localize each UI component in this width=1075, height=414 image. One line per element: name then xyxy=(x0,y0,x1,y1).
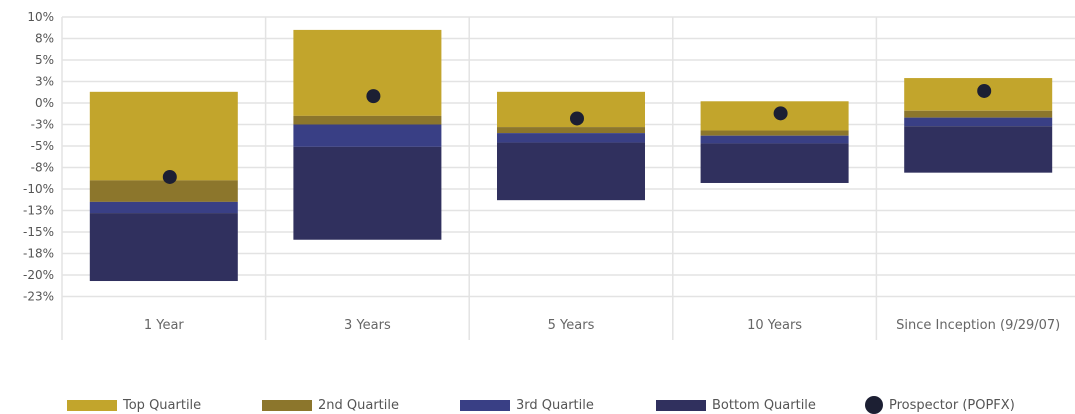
legend-item-top-quartile: Top Quartile xyxy=(67,396,201,414)
legend-item-bottom-quartile: Bottom Quartile xyxy=(656,396,816,414)
bar-top-quartile xyxy=(89,91,238,181)
y-tick-label: -3% xyxy=(31,118,54,132)
legend-swatch-top-quartile xyxy=(67,399,117,411)
legend-label: 3rd Quartile xyxy=(516,397,594,413)
x-category-label: 10 Years xyxy=(747,318,802,333)
x-category-label: 1 Year xyxy=(144,318,185,333)
legend-item-2nd-quartile: 2nd Quartile xyxy=(262,396,399,414)
bar-bottom-quartile xyxy=(89,213,238,282)
y-tick-label: -15% xyxy=(23,225,54,239)
bar-bottom-quartile xyxy=(700,143,849,183)
x-category-label: 3 Years xyxy=(344,318,391,333)
bar-3rd-quartile xyxy=(89,201,238,214)
y-tick-label: -10% xyxy=(23,182,54,196)
legend-label: 2nd Quartile xyxy=(318,397,399,413)
bar-bottom-quartile xyxy=(293,146,442,240)
bar-3rd-quartile xyxy=(700,135,849,144)
legend-label: Bottom Quartile xyxy=(712,397,816,413)
quartile-chart: 10% 8% 5% 3% 0% -3% -5% -8% -10% -13% -15% -18% -20%… xyxy=(23,10,1075,340)
y-tick-label: 5% xyxy=(35,53,54,67)
bar-2nd-quartile xyxy=(904,110,1053,118)
y-tick-label: -23% xyxy=(23,290,54,304)
y-tick-label: -5% xyxy=(31,139,54,153)
bar-3rd-quartile xyxy=(293,124,442,147)
prospector-point xyxy=(977,83,992,98)
legend-dot-prospector xyxy=(865,396,883,414)
x-category-label: 5 Years xyxy=(548,318,595,333)
bar-bottom-quartile xyxy=(497,142,645,201)
y-tick-label: 0% xyxy=(35,96,54,110)
y-axis-ticks: 10% 8% 5% 3% 0% -3% -5% -8% -10% -13% -15% -18% -20%… xyxy=(23,10,54,304)
y-tick-label: -13% xyxy=(23,204,54,218)
legend: Top Quartile 2nd Quartile 3rd Quartile B… xyxy=(0,396,1075,414)
quartile-bars xyxy=(89,29,1053,282)
y-tick-label: 8% xyxy=(35,32,54,46)
prospector-point xyxy=(366,89,381,104)
legend-item-3rd-quartile: 3rd Quartile xyxy=(460,396,594,414)
bar-bottom-quartile xyxy=(904,126,1053,173)
category-separators xyxy=(61,17,878,340)
prospector-point xyxy=(162,169,177,184)
legend-item-prospector: Prospector (POPFX) xyxy=(865,396,1015,414)
legend-swatch-2nd-quartile xyxy=(262,399,312,411)
prospector-points xyxy=(162,83,992,184)
y-tick-label: -8% xyxy=(31,161,54,175)
bar-top-quartile xyxy=(293,29,442,116)
bar-2nd-quartile xyxy=(293,115,442,125)
legend-label: Top Quartile xyxy=(123,397,202,413)
x-axis-labels: 1 Year 3 Years 5 Years 10 Years Since Incept… xyxy=(144,318,1060,333)
y-tick-label: 3% xyxy=(35,75,54,89)
bar-2nd-quartile xyxy=(700,130,849,136)
bar-2nd-quartile xyxy=(89,180,238,202)
prospector-point xyxy=(773,106,788,121)
bar-3rd-quartile xyxy=(497,133,645,143)
prospector-point xyxy=(570,111,584,126)
legend-swatch-bottom-quartile xyxy=(656,399,706,411)
y-tick-label: -20% xyxy=(23,268,54,282)
bar-3rd-quartile xyxy=(904,117,1053,127)
legend-swatch-3rd-quartile xyxy=(460,399,510,411)
bar-2nd-quartile xyxy=(497,127,645,134)
legend-label: Prospector (POPFX) xyxy=(889,397,1015,413)
x-category-label: Since Inception (9/29/07) xyxy=(896,318,1060,333)
y-tick-label: 10% xyxy=(27,10,54,24)
y-tick-label: -18% xyxy=(23,247,54,261)
